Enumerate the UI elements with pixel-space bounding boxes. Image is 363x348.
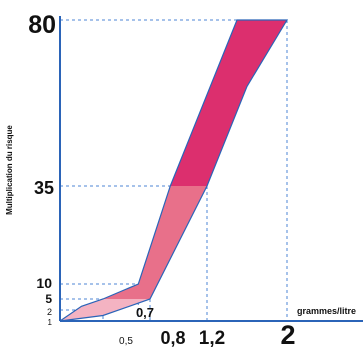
- risk-band-outline: [59, 19, 289, 322]
- x-tick-2: 2: [280, 320, 295, 348]
- x-tick-0-7: 0,7: [136, 305, 154, 320]
- y-axis-label: Multiplication du risque: [5, 125, 14, 215]
- y-tick-80: 80: [28, 11, 56, 39]
- x-tick-1-2: 1,2: [199, 328, 225, 348]
- band-zone-mid: [60, 186, 287, 299]
- x-tick-0-8: 0,8: [160, 328, 185, 348]
- y-tick-10: 10: [36, 275, 52, 291]
- y-tick-5: 5: [45, 292, 52, 306]
- x-tick-0-5: 0,5: [119, 336, 133, 347]
- x-axis-label: grammes/litre: [297, 306, 356, 316]
- y-tick-2: 2: [47, 307, 52, 317]
- y-tick-35: 35: [34, 178, 54, 198]
- y-tick-1: 1: [48, 318, 53, 327]
